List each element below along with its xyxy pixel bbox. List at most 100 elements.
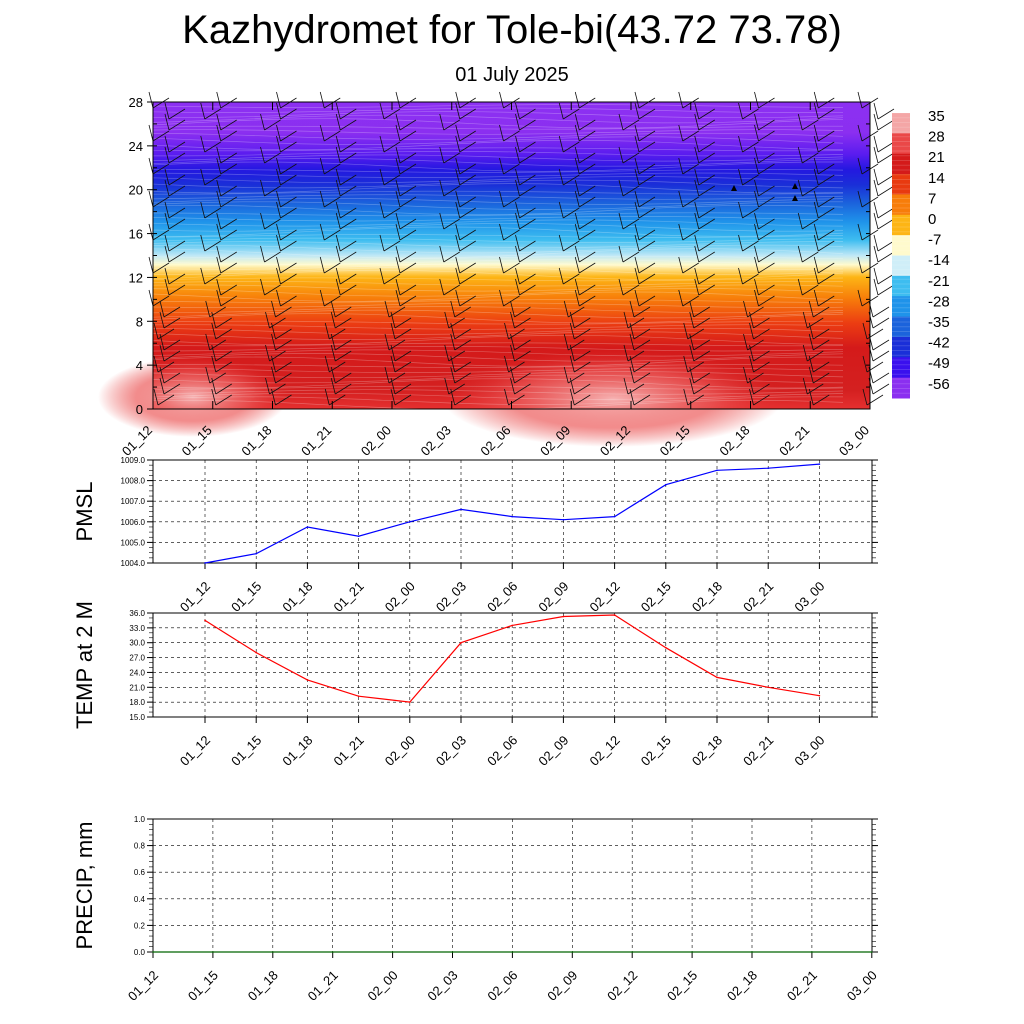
pmsl-data-point [357,535,360,537]
contour-line [152,212,844,217]
wind-barb [623,377,645,395]
contour-line [152,136,844,145]
x-tick-label: 01_15 [185,968,221,1004]
wind-barb [499,256,520,274]
chart-title: Kazhydromet for Tole-bi(43.72 73.78) [182,8,842,52]
colorbar-swatch [892,275,910,297]
colorbar-swatch [892,377,910,399]
x-tick-label: 02_03 [418,423,454,459]
wind-barb [678,190,699,208]
wind-barb [148,124,170,142]
contour-line [152,284,844,292]
wind-barb [813,124,835,142]
wind-barb [574,245,596,263]
x-tick-label: 02_21 [740,733,776,769]
wind-barb [324,322,346,340]
wind-barb [694,278,715,296]
wind-barb [450,355,471,373]
wind-barb [813,267,835,285]
contour-line [152,288,844,297]
wind-barb [276,267,297,285]
wind-barb [330,366,352,384]
y-tick-label: 24 [129,139,143,154]
precip-data-point [391,951,394,953]
wind-pennant [792,183,798,189]
wind-barb [873,245,895,263]
wind-barb [395,245,417,263]
contour-line [152,255,844,260]
wind-barb [395,157,417,175]
x-tick-label: 02_12 [587,579,623,615]
pmsl-data-point [409,521,411,523]
wind-barb [694,201,715,219]
y-tick-label: 1005.0 [121,538,146,547]
wind-barb [164,135,186,153]
pmsl-data-point [716,469,718,472]
colorbar-label: -49 [928,355,950,372]
y-tick-label: 36.0 [129,609,145,618]
wind-barb [455,102,476,120]
wind-barb [515,168,536,186]
wind-barb [558,201,580,219]
wind-barb [439,278,460,296]
colorbar-label: 21 [928,149,945,166]
wind-barb [164,179,186,197]
x-tick-label: 02_06 [484,579,520,615]
wind-barb [738,201,759,219]
temp2m-data-point [613,614,616,616]
wind-barb [395,190,417,208]
precip-data-point [272,951,274,953]
contour-line [152,241,843,249]
x-tick-label: 02_06 [484,968,520,1004]
contour-line [152,169,844,173]
wind-barb [379,201,401,219]
contour-line [152,309,844,319]
wind-barb [335,234,357,252]
wind-barb [754,256,775,274]
wind-barb [450,322,471,340]
wind-barb [335,201,357,219]
wind-barb [455,190,476,208]
x-tick-label: 02_00 [358,423,394,459]
wind-barb [574,223,596,241]
wind-barb [754,146,775,164]
wind-barb [634,267,656,285]
wind-barb [797,146,819,164]
wind-barb [211,311,232,329]
wind-barb [335,267,357,285]
wind-barb [265,344,286,362]
wind-barb [808,388,830,406]
wind-barb [200,267,221,285]
wind-barb [754,91,775,109]
wind-barb [335,179,357,197]
x-tick-label: 02_03 [433,733,469,769]
wind-barb [510,366,531,384]
wind-barb [439,179,460,197]
wind-barb [265,311,286,329]
precip-data-point [571,951,574,953]
wind-barb [569,355,591,373]
wind-barb [335,168,357,186]
contour-line [152,266,844,275]
wind-barb [276,190,297,208]
wind-barb [618,179,640,197]
wind-barb [634,91,656,109]
wind-barb [164,102,186,120]
wind-barb [260,212,281,230]
wind-barb [618,245,640,263]
x-tick-label: 02_21 [740,579,776,615]
wind-barb [335,135,357,153]
wind-barb [216,146,237,164]
wind-barb [738,102,759,120]
wind-barb [395,278,417,296]
x-tick-label: 01_15 [228,579,264,615]
colorbar-label: 0 [928,211,936,228]
precip-data-point [871,951,873,953]
wind-barb [689,311,710,329]
wind-barb [515,179,536,197]
wind-barb [515,135,536,153]
temp2m-data-point [511,624,513,627]
wind-barb [749,311,770,329]
colorbar-swatch [892,133,910,155]
wind-barb [563,366,585,384]
